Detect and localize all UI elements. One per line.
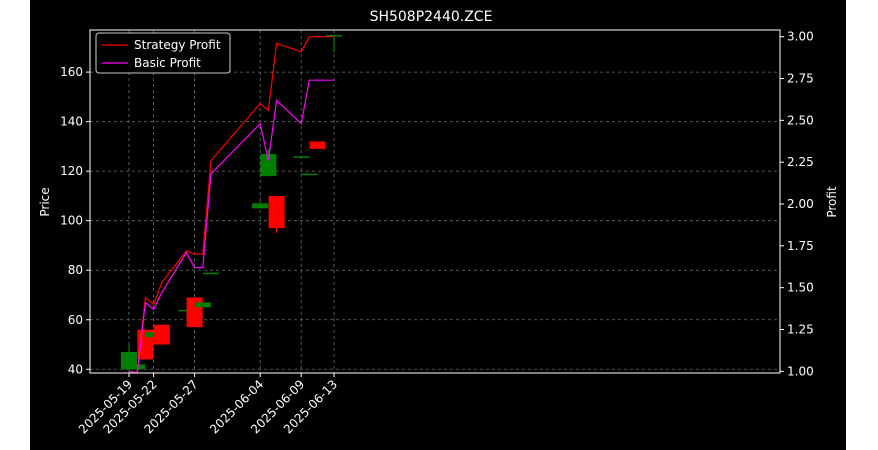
candle-body — [178, 309, 195, 312]
right-y-tick-label: 2.25 — [787, 155, 814, 169]
candle-body — [268, 195, 285, 229]
right-y-tick-label: 1.50 — [787, 281, 814, 295]
left-y-tick-label: 80 — [68, 263, 83, 277]
right-y-tick-label: 2.00 — [787, 197, 814, 211]
candle-body — [309, 141, 326, 149]
right-y-tick-label: 2.75 — [787, 72, 814, 86]
candle-body — [293, 156, 310, 158]
candle-body — [260, 153, 277, 177]
series-line — [128, 79, 334, 374]
chart-title: SH508P2440.ZCE — [370, 9, 493, 25]
legend: Strategy Profit Basic Profit — [95, 32, 231, 74]
left-y-tick-label: 160 — [60, 65, 83, 79]
left-y-tick-label: 140 — [60, 115, 83, 129]
candle-body — [252, 203, 269, 209]
candle-body — [194, 302, 211, 308]
legend-label: Basic Profit — [134, 56, 201, 70]
plot-frame — [89, 29, 781, 374]
candle-body — [145, 332, 162, 338]
candle-body — [203, 272, 219, 275]
right-y-tick-label: 1.75 — [787, 239, 814, 253]
right-y-tick-label: 1.00 — [787, 364, 814, 378]
left-y-tick-label: 60 — [68, 313, 83, 327]
left-y-tick-label: 40 — [68, 362, 83, 376]
right-y-tick-label: 2.50 — [787, 113, 814, 127]
series-line — [128, 36, 334, 374]
candle-body — [186, 297, 203, 328]
candle-body — [301, 173, 318, 176]
right-y-tick-label: 3.00 — [787, 30, 814, 44]
figure: SH508P2440.ZCE 2025-05-19 2025-05-22 2025-… — [30, 0, 846, 450]
candle-body — [129, 364, 146, 370]
right-y-tick-label: 1.25 — [787, 322, 814, 336]
legend-box — [95, 32, 231, 74]
left-axis-title: Price — [38, 187, 52, 216]
candle-body — [153, 324, 170, 345]
profit-lines — [128, 36, 334, 374]
candlestick-chart: SH508P2440.ZCE 2025-05-192025-05-222025-… — [38, 9, 839, 436]
legend-label: Strategy Profit — [134, 38, 221, 52]
left-y-tick-label: 100 — [60, 214, 83, 228]
left-y-tick-label: 120 — [60, 164, 83, 178]
candle-body — [326, 34, 342, 37]
right-axis-title: Profit — [825, 186, 839, 218]
